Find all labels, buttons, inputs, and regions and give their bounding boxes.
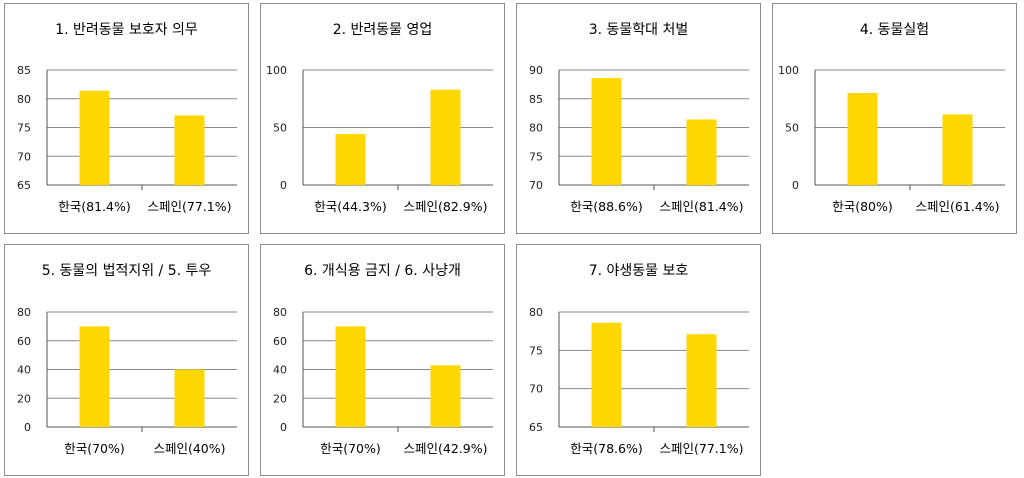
y-tick-label: 65 [17,179,31,192]
chart-title: 5. 동물의 법적지위 / 5. 투우 [42,263,212,279]
y-tick-label: 80 [17,306,31,319]
category-label: 한국(44.3%) [314,199,386,214]
category-label: 한국(70%) [64,441,125,456]
y-tick-label: 60 [273,335,287,348]
bar [430,89,461,185]
category-label: 스페인(61.4%) [916,199,1000,214]
bar [430,365,461,427]
category-label: 스페인(81.4%) [660,199,744,214]
chart-4: 4. 동물실험 0 50 100 한국(80%) 스페인(61.4%) [778,22,1005,214]
category-label: 스페인(42.9%) [404,441,488,456]
chart-2: 2. 반려동물 영업 0 50 100 한국(44.3%) 스페인(82.9%) [266,22,493,214]
y-tick-label: 70 [529,179,543,192]
bar [686,334,717,427]
category-label: 한국(88.6%) [570,199,642,214]
chart-title: 4. 동물실험 [860,22,929,38]
chart-title: 3. 동물학대 처벌 [589,22,689,38]
bar [591,322,622,427]
y-tick-label: 40 [273,364,287,377]
category-label: 한국(80%) [832,199,893,214]
bar [335,134,366,185]
category-label: 한국(70%) [320,441,381,456]
y-tick-label: 100 [778,64,799,77]
chart-panel-7: 7. 야생동물 보호 65 70 75 80 한국(78.6%) 스페인(77.1%) [516,244,761,476]
y-tick-label: 80 [273,306,287,319]
category-label: 한국(78.6%) [570,441,642,456]
y-tick-label: 100 [266,64,287,77]
bar [686,119,717,185]
y-tick-label: 65 [529,421,543,434]
category-label: 스페인(77.1%) [660,441,744,456]
chart-title: 7. 야생동물 보호 [589,263,689,279]
chart-1: 1. 반려동물 보호자 의무 65 70 75 80 85 한국(81.4%) 스페인(77.… [17,22,237,214]
y-tick-label: 50 [273,122,287,135]
bar [174,115,205,185]
chart-title: 2. 반려동물 영업 [333,22,433,38]
y-tick-label: 80 [17,93,31,106]
y-tick-label: 70 [529,383,543,396]
y-tick-label: 80 [529,306,543,319]
y-tick-label: 85 [529,93,543,106]
y-tick-label: 75 [17,122,31,135]
y-tick-label: 0 [280,421,287,434]
chart-7: 7. 야생동물 보호 65 70 75 80 한국(78.6%) 스페인(77.1%) [529,263,749,456]
chart-title: 6. 개식용 금지 / 6. 사냥개 [304,263,461,279]
y-tick-label: 70 [17,150,31,163]
chart-panel-2: 2. 반려동물 영업 0 50 100 한국(44.3%) 스페인(82.9%) [260,3,505,234]
bar [335,326,366,427]
y-tick-label: 40 [17,364,31,377]
y-tick-label: 20 [17,392,31,405]
y-tick-label: 0 [24,421,31,434]
chart-panel-6: 6. 개식용 금지 / 6. 사냥개 0 20 40 60 80 한국(70%) 스페인(42… [260,244,505,476]
chart-panel-1: 1. 반려동물 보호자 의무 65 70 75 80 85 한국(81.4%) 스페인(77.… [4,3,249,234]
chart-panel-3: 3. 동물학대 처벌 70 75 80 85 90 한국(88.6%) 스페인(81.4%) [516,3,761,234]
y-tick-label: 75 [529,344,543,357]
chart-6: 6. 개식용 금지 / 6. 사냥개 0 20 40 60 80 한국(70%) 스페인(42… [273,263,493,456]
chart-title: 1. 반려동물 보호자 의무 [55,22,198,38]
chart-panel-4: 4. 동물실험 0 50 100 한국(80%) 스페인(61.4%) [772,3,1017,234]
bar [174,369,205,427]
bar [79,326,110,427]
category-label: 스페인(77.1%) [148,199,232,214]
bar [847,93,878,185]
bar [591,78,622,185]
y-tick-label: 50 [785,122,799,135]
bar [79,90,110,185]
y-tick-label: 85 [17,64,31,77]
y-tick-label: 60 [17,335,31,348]
category-label: 스페인(40%) [153,441,225,456]
y-tick-label: 75 [529,150,543,163]
y-tick-label: 20 [273,392,287,405]
category-label: 스페인(82.9%) [404,199,488,214]
y-tick-label: 0 [792,179,799,192]
category-label: 한국(81.4%) [58,199,130,214]
y-tick-label: 90 [529,64,543,77]
y-tick-label: 80 [529,122,543,135]
chart-3: 3. 동물학대 처벌 70 75 80 85 90 한국(88.6%) 스페인(81.4%) [529,22,749,214]
chart-panel-5: 5. 동물의 법적지위 / 5. 투우 0 20 40 60 80 한국(70%) 스페인(4… [4,244,249,476]
bar [942,114,973,185]
y-tick-label: 0 [280,179,287,192]
chart-5: 5. 동물의 법적지위 / 5. 투우 0 20 40 60 80 한국(70%) 스페인(4… [17,263,237,456]
